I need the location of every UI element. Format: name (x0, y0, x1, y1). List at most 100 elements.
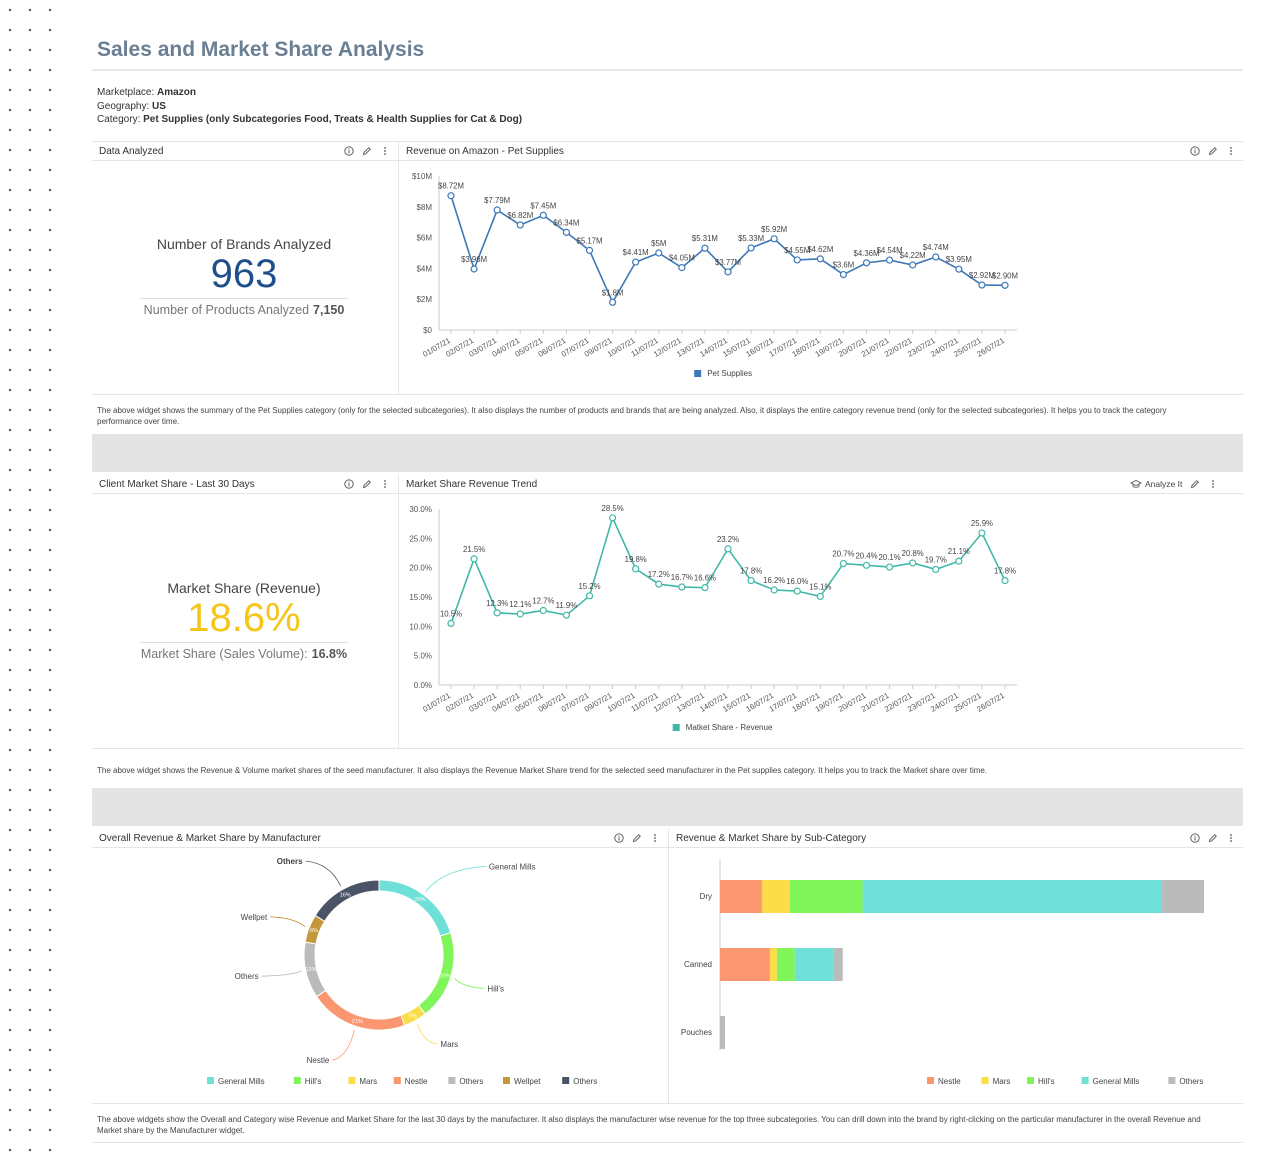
y-tick-label: 25.0% (409, 534, 432, 543)
slice-name-label: Others (277, 857, 303, 866)
data-label: $4.22M (900, 251, 926, 260)
pencil-icon[interactable] (362, 479, 372, 489)
info-icon[interactable] (614, 833, 624, 843)
products-label: Number of Products Analyzed (143, 303, 310, 317)
client-share-header-rule (92, 493, 398, 494)
description-market-share: The above widget shows the Revenue & Vol… (97, 766, 988, 775)
analyze-it-label: Analyze It (1145, 479, 1183, 489)
data-label: $2.92M (969, 271, 995, 280)
y-tick-label: 15.0% (409, 593, 432, 602)
data-point (655, 580, 663, 588)
data-label: $1.8M (602, 288, 624, 297)
pencil-icon[interactable] (632, 833, 642, 843)
data-point (562, 611, 571, 619)
legend-swatch (694, 370, 702, 377)
info-icon[interactable] (1190, 146, 1200, 156)
data-label: 17.2% (648, 570, 670, 579)
pencil-icon[interactable] (1208, 833, 1218, 843)
y-tick-label: $0 (423, 326, 432, 335)
pencil-icon[interactable] (362, 146, 372, 156)
slice-leader-line (270, 916, 306, 928)
slice-leader-line (454, 978, 485, 989)
legend-swatch (981, 1077, 989, 1084)
share-trend-header-rule (399, 493, 1243, 494)
analyze-it-button[interactable]: Analyze It (1130, 479, 1182, 489)
page-title: Sales and Market Share Analysis (97, 38, 425, 61)
row3-bottom-rule (92, 1103, 1243, 1104)
client-share-tools (344, 479, 390, 489)
brands-label: Number of Brands Analyzed (156, 236, 332, 252)
stacked-bar-segment (776, 948, 795, 981)
info-icon[interactable] (344, 146, 354, 156)
data-label: 10.5% (440, 609, 462, 618)
data-label: 16.6% (694, 574, 716, 583)
data-label: $5.92M (761, 225, 787, 234)
data-point (816, 592, 824, 601)
manufacturer-title: Overall Revenue & Market Share by Manufa… (99, 832, 321, 844)
data-analyzed-title: Data Analyzed (99, 145, 164, 157)
bottom-rule (92, 1142, 1243, 1143)
description-summary: The above widget shows the summary of th… (97, 406, 1167, 426)
manufacturer-header: Overall Revenue & Market Share by Manufa… (92, 829, 668, 847)
legend-label: Mars (993, 1077, 1011, 1086)
y-tick-label: $6M (416, 234, 432, 243)
stacked-bar-segment (769, 948, 777, 981)
data-label: $5.33M (738, 234, 764, 243)
legend-label: Wellpet (514, 1077, 541, 1086)
more-vertical-icon[interactable] (380, 146, 390, 156)
data-label: $5.31M (692, 234, 718, 243)
y-tick-label: 0.0% (414, 681, 432, 690)
legend-swatch (503, 1077, 510, 1084)
data-label: 15.2% (578, 582, 600, 591)
revenue-chart-header-rule (399, 160, 1243, 161)
slice-leader-line (305, 860, 341, 887)
stacked-bar-segment (720, 1016, 725, 1049)
data-label: 12.7% (532, 596, 554, 605)
data-label: $4.05M (669, 254, 695, 263)
data-label: 12.3% (486, 599, 508, 608)
row2-separator (398, 475, 399, 748)
data-label: $4.55M (784, 246, 810, 255)
y-tick-label: 20.0% (409, 564, 432, 573)
stacked-bar-segment (833, 948, 843, 981)
slice-leader-line (261, 970, 302, 977)
stacked-bar-segment (720, 880, 762, 913)
more-vertical-icon[interactable] (650, 833, 660, 843)
slice-name-label: Hill's (487, 984, 504, 993)
more-vertical-icon[interactable] (380, 479, 390, 489)
pencil-icon[interactable] (1190, 479, 1200, 489)
data-point (839, 270, 848, 279)
data-point (978, 281, 986, 289)
manufacturer-tools (614, 833, 660, 843)
series-line (450, 515, 1006, 624)
more-vertical-icon[interactable] (1208, 479, 1218, 489)
more-vertical-icon[interactable] (1226, 833, 1236, 843)
data-point (839, 559, 848, 568)
data-point (516, 221, 524, 229)
data-label: 21.5% (463, 545, 485, 554)
data-label: $4.54M (877, 246, 903, 255)
info-icon[interactable] (344, 479, 354, 489)
data-point (816, 255, 824, 263)
category-label: Category: (97, 114, 141, 125)
pencil-icon[interactable] (1208, 146, 1218, 156)
slice-value-label: 20% (415, 897, 426, 903)
data-analyzed-tools (344, 146, 390, 156)
manufacturer-donut-chart: 20% General Mills 19% Hill's 5% Mars 21% Nestle… (207, 857, 597, 1086)
more-vertical-icon[interactable] (1226, 146, 1236, 156)
slice-value-label: 19% (440, 974, 451, 980)
category-value: Pet Supplies (only Subcategories Food, T… (143, 114, 523, 125)
data-label: 20.7% (832, 550, 854, 559)
client-share-title: Client Market Share - Last 30 Days (99, 478, 255, 490)
data-label: 12.1% (509, 600, 531, 609)
data-label: $3.77M (715, 258, 741, 267)
data-point (955, 557, 963, 565)
data-label: 17.8% (740, 567, 762, 576)
category-label: Canned (684, 960, 712, 969)
data-point (747, 244, 755, 252)
data-analyzed-header-rule (92, 160, 398, 161)
data-label: 20.4% (855, 551, 877, 560)
data-label: $7.79M (484, 196, 510, 205)
dashboard: Sales and Market Share Analysis Marketpl… (92, 0, 1243, 1165)
info-icon[interactable] (1190, 833, 1200, 843)
